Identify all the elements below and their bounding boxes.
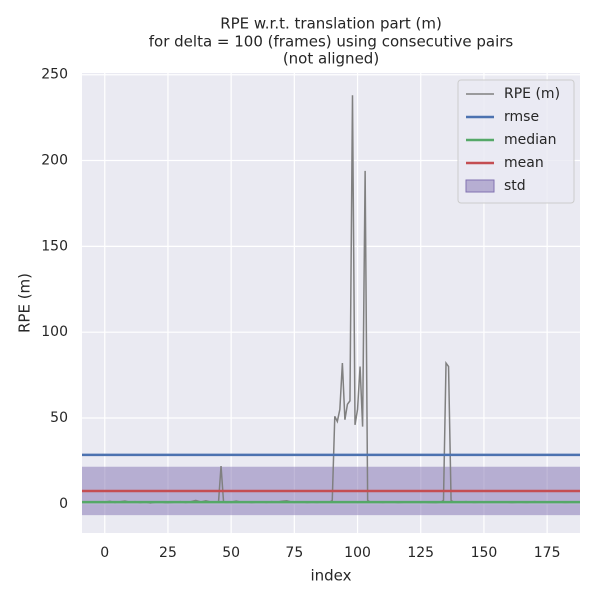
chart-title: for delta = 100 (frames) using consecuti…	[149, 33, 514, 51]
legend-label: rmse	[504, 109, 539, 125]
x-tick-label: 100	[344, 545, 371, 561]
y-tick-label: 150	[41, 238, 68, 254]
y-tick-label: 200	[41, 153, 68, 169]
chart-title: RPE w.r.t. translation part (m)	[220, 15, 442, 33]
x-tick-label: 50	[222, 545, 240, 561]
legend-box	[457, 79, 575, 204]
legend-label: RPE (m)	[504, 86, 560, 102]
y-axis-label: RPE (m)	[16, 273, 34, 333]
x-tick-label: 150	[471, 545, 498, 561]
chart-title: (not aligned)	[283, 50, 379, 68]
legend-swatch	[465, 179, 495, 193]
y-tick-label: 100	[41, 324, 68, 340]
x-tick-label: 175	[534, 545, 561, 561]
legend-label: std	[504, 178, 526, 194]
x-tick-label: 75	[285, 545, 303, 561]
x-tick-label: 0	[100, 545, 109, 561]
legend-label: median	[504, 132, 556, 148]
y-tick-label: 50	[50, 410, 68, 426]
y-tick-label: 250	[41, 67, 68, 83]
x-tick-label: 25	[159, 545, 177, 561]
legend-label: mean	[504, 155, 544, 171]
x-tick-label: 125	[407, 545, 434, 561]
y-tick-label: 0	[59, 496, 68, 512]
x-axis-label: index	[310, 567, 351, 585]
